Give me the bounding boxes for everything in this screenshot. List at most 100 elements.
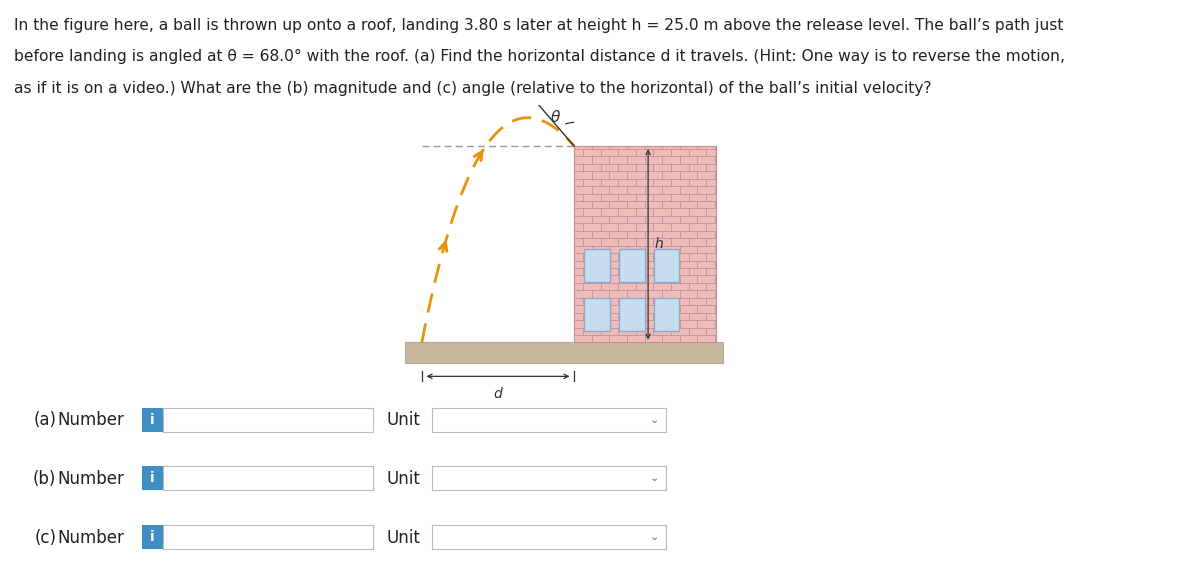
Bar [592, 246, 610, 253]
Bar [679, 335, 697, 342]
Bar [626, 275, 644, 283]
Text: ⌄: ⌄ [649, 532, 659, 542]
Bar [574, 246, 592, 253]
Bar [689, 298, 707, 305]
Text: ⌄: ⌄ [649, 415, 659, 425]
Bar [592, 201, 610, 209]
Bar [583, 298, 600, 305]
Bar [636, 193, 653, 201]
Bar [610, 231, 626, 238]
Bar [574, 238, 583, 246]
Bar [644, 171, 662, 179]
Bar [592, 320, 610, 328]
Bar [592, 290, 610, 298]
Bar [653, 238, 671, 246]
Bar [697, 290, 715, 298]
Bar [697, 201, 715, 209]
Bar [583, 313, 600, 320]
Text: before landing is angled at θ = 68.0° with the roof. (a) Find the horizontal dis: before landing is angled at θ = 68.0° wi… [14, 49, 1066, 64]
Bar [662, 201, 679, 209]
Bar [707, 223, 716, 231]
Bar [610, 171, 626, 179]
Bar [653, 328, 671, 335]
Bar [653, 179, 671, 186]
Bar [626, 305, 644, 313]
Bar [662, 231, 679, 238]
Bar [654, 298, 679, 331]
Bar [600, 209, 618, 216]
Bar [715, 320, 716, 328]
Bar [618, 283, 636, 290]
Bar [697, 305, 715, 313]
Bar [662, 171, 679, 179]
Bar [707, 253, 716, 261]
Text: Unit: Unit [386, 529, 420, 547]
Bar [644, 146, 662, 149]
Bar [574, 171, 592, 179]
Bar [715, 201, 716, 209]
Text: Number: Number [58, 470, 125, 488]
Bar [574, 253, 583, 261]
Bar [689, 328, 707, 335]
Bar [610, 146, 626, 149]
Bar [679, 156, 697, 163]
Bar [662, 246, 679, 253]
Bar [574, 216, 592, 223]
Bar [671, 328, 689, 335]
Bar [689, 179, 707, 186]
Bar [600, 193, 618, 201]
Bar [697, 246, 715, 253]
Bar [671, 253, 689, 261]
Bar [715, 231, 716, 238]
Bar [679, 275, 697, 283]
Bar [574, 275, 592, 283]
Bar [689, 283, 707, 290]
Bar [689, 313, 707, 320]
Bar [636, 179, 653, 186]
Bar [697, 146, 715, 149]
Bar [644, 156, 662, 163]
Bar [715, 305, 716, 313]
Bar [626, 231, 644, 238]
Bar [679, 201, 697, 209]
Bar [689, 163, 707, 171]
Bar [619, 250, 644, 281]
Bar [626, 216, 644, 223]
Text: h: h [654, 237, 662, 251]
Bar [707, 209, 716, 216]
Bar [662, 305, 679, 313]
Bar [653, 223, 671, 231]
Bar [689, 238, 707, 246]
Bar [671, 298, 689, 305]
Bar [574, 201, 592, 209]
Bar [636, 328, 653, 335]
Bar [662, 261, 679, 268]
Bar [583, 179, 600, 186]
Bar [626, 320, 644, 328]
Bar [671, 179, 689, 186]
Bar [689, 193, 707, 201]
Bar [644, 231, 662, 238]
Bar [583, 149, 600, 156]
Bar [653, 209, 671, 216]
Bar [600, 179, 618, 186]
Bar [600, 149, 618, 156]
Bar [574, 290, 592, 298]
Bar [707, 149, 716, 156]
Bar [618, 238, 636, 246]
Bar [583, 253, 600, 261]
Bar [697, 335, 715, 342]
Bar [715, 335, 716, 342]
Bar [636, 253, 653, 261]
Bar [662, 290, 679, 298]
Bar [671, 283, 689, 290]
Bar [679, 231, 697, 238]
Bar [689, 149, 707, 156]
Bar [644, 186, 662, 193]
Bar [636, 209, 653, 216]
Bar [636, 298, 653, 305]
Bar [715, 171, 716, 179]
Bar [626, 156, 644, 163]
Bar [671, 223, 689, 231]
Bar [689, 253, 707, 261]
